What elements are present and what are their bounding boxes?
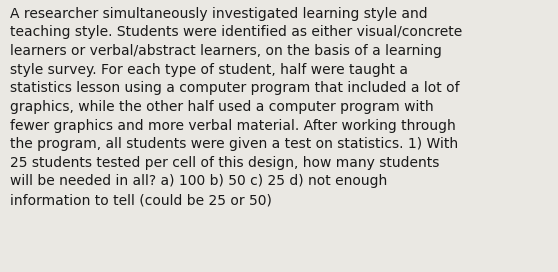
Text: A researcher simultaneously investigated learning style and
teaching style. Stud: A researcher simultaneously investigated… <box>10 7 462 207</box>
